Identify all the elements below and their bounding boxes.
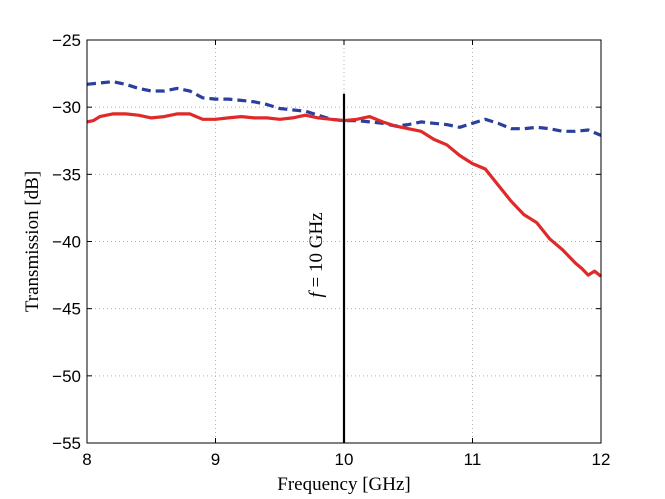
x-tick-label: 8 [82, 450, 91, 469]
y-tick-label: −30 [52, 98, 81, 117]
y-tick-label: −25 [52, 31, 81, 50]
x-tick-label: 9 [211, 450, 220, 469]
annotation-f-symbol: f [306, 289, 327, 297]
x-tick-labels: 8 9 10 11 12 [82, 450, 610, 469]
series-layer [86, 79, 603, 278]
y-tick-label: −40 [52, 233, 81, 252]
frequency-annotation: f = 10 GHz [306, 212, 327, 297]
y-axis-title: Transmission [dB] [22, 171, 43, 312]
y-tick-labels: −25 −30 −35 −40 −45 −50 −55 [52, 31, 81, 453]
y-tick-label: −50 [52, 367, 81, 386]
y-tick-label: −55 [52, 434, 81, 453]
annotation-value: = 10 GHz [306, 212, 327, 292]
x-tick-label: 10 [335, 450, 354, 469]
series-line-blue-dashed [86, 79, 602, 137]
y-tick-label: −45 [52, 300, 81, 319]
y-tick-label: −35 [52, 165, 81, 184]
x-axis-title: Frequency [GHz] [277, 474, 410, 495]
axis-ticks [86, 39, 602, 444]
series-line-red-solid [86, 112, 603, 278]
x-tick-label: 12 [592, 450, 611, 469]
x-tick-label: 11 [464, 450, 482, 469]
